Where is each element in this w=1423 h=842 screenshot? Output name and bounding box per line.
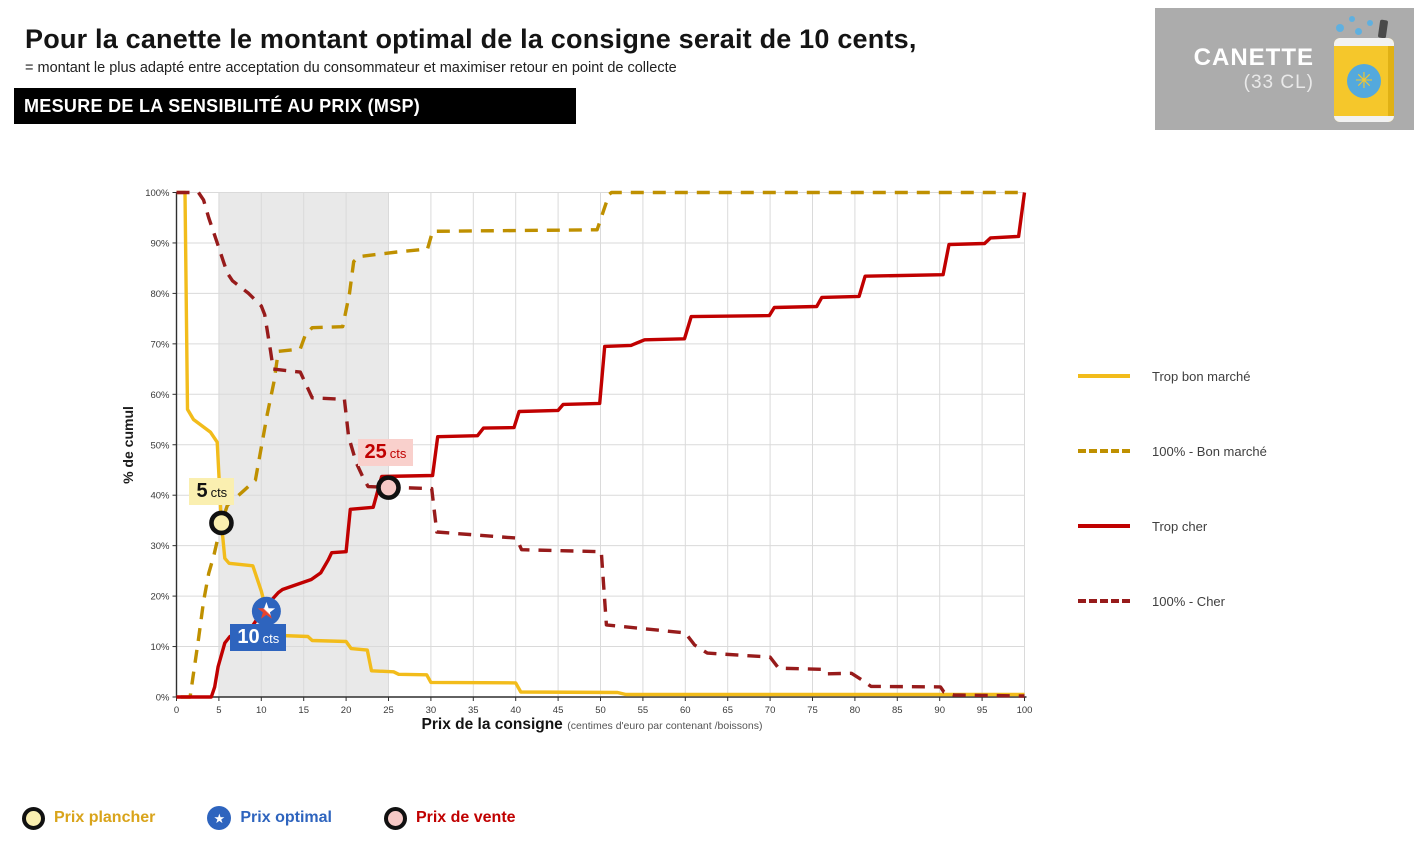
x-axis-title: Prix de la consigne	[421, 716, 563, 733]
legend-label: Trop bon marché	[1152, 368, 1251, 384]
annotation-value: 10	[237, 626, 260, 649]
price-legend-label: Prix optimal	[240, 809, 332, 826]
price-legend-item: Prix plancher	[22, 806, 156, 830]
price-circle-icon	[383, 806, 407, 830]
price-star-icon: ★	[207, 806, 232, 830]
x-tick-label: 15	[298, 705, 309, 716]
legend-dashed-line-icon	[1078, 599, 1130, 603]
marker-star-prix-optimal	[257, 602, 276, 619]
x-tick-label: 35	[468, 705, 479, 716]
x-tick-label: 60	[680, 705, 691, 716]
can-icon: ✳	[1322, 16, 1402, 124]
annotation-unit: cts	[210, 484, 228, 500]
can-bottom	[1334, 116, 1394, 122]
y-tick-label: 60%	[150, 390, 170, 401]
legend-label: 100% - Bon marché	[1152, 443, 1267, 459]
product-size: (33 CL)	[1243, 72, 1314, 93]
series-cent-cher	[176, 190, 1025, 698]
axes: 0 5 10 15 20 25 30 35 40 45 50 55 60 65 70 75 80 85 90 95 10…	[145, 188, 1032, 716]
y-tick-label: 40%	[150, 491, 170, 502]
page-subtitle: = montant le plus adapté entre acceptati…	[25, 60, 677, 76]
legend-label: 100% - Cher	[1152, 593, 1225, 609]
x-tick-label: 65	[722, 705, 733, 716]
x-tick-label: 30	[426, 705, 437, 716]
price-legend-item: ★ Prix optimal	[207, 806, 332, 830]
x-tick-label: 50	[595, 705, 606, 716]
y-tick-label: 70%	[150, 339, 170, 350]
x-tick-label: 0	[174, 705, 179, 716]
psm-chart: 0 5 10 15 20 25 30 35 40 45 50 55 60 65 70 75 80 85 90 95 10…	[145, 188, 1032, 716]
gridlines	[176, 192, 1025, 697]
x-tick-label: 45	[553, 705, 564, 716]
x-tick-label: 80	[850, 705, 861, 716]
annotation-unit: cts	[389, 445, 407, 461]
series-trop-bon-marche	[176, 190, 1025, 697]
y-axis-title: % de cumul	[120, 406, 136, 484]
bubble-icon	[1367, 20, 1373, 26]
x-tick-label: 25	[383, 705, 394, 716]
chart-legend: Trop bon marché 100% - Bon marché Trop che…	[1078, 360, 1408, 660]
y-tick-label: 90%	[150, 238, 170, 249]
y-tick-label: 100%	[145, 188, 170, 199]
x-axis-title-note: (centimes d'euro par contenant /boissons…	[567, 720, 763, 732]
bubble-icon	[1336, 24, 1344, 32]
annotation-prix-optimal: 10 cts	[230, 624, 287, 652]
price-circle-icon	[22, 806, 45, 830]
can-sunburst-icon: ✳	[1347, 64, 1381, 98]
can-tab-icon	[1377, 19, 1389, 39]
page-title: Pour la canette le montant optimal de la…	[25, 24, 917, 54]
x-tick-label: 55	[638, 705, 649, 716]
x-tick-label: 85	[892, 705, 903, 716]
legend-dashed-line-icon	[1078, 449, 1130, 453]
annotation-value: 25	[364, 440, 387, 463]
product-name: CANETTE	[1193, 44, 1314, 71]
x-tick-label: 5	[216, 705, 221, 716]
legend-item: 100% - Bon marché	[1078, 435, 1408, 467]
y-tick-label: 20%	[150, 592, 170, 603]
section-banner: MESURE DE LA SENSIBILITÉ AU PRIX (MSP)	[14, 88, 576, 124]
annotation-prix-de-vente: 25 cts	[357, 438, 414, 466]
x-tick-label: 75	[807, 705, 818, 716]
bubble-icon	[1349, 16, 1355, 22]
price-legend-label: Prix plancher	[54, 809, 156, 826]
price-legend-item: Prix de vente	[383, 806, 516, 830]
legend-label: Trop cher	[1152, 518, 1208, 534]
x-tick-label: 100	[1017, 705, 1033, 716]
marker-prix-de-vente	[376, 475, 401, 500]
annotation-value: 5	[196, 479, 208, 502]
x-tick-label: 40	[510, 705, 521, 716]
can-top	[1334, 38, 1394, 46]
legend-item: Trop cher	[1078, 510, 1408, 542]
x-tick-label: 90	[934, 705, 945, 716]
y-tick-label: 50%	[150, 440, 170, 451]
annotation-unit: cts	[262, 631, 280, 647]
legend-item: Trop bon marché	[1078, 360, 1408, 392]
legend-solid-line-icon	[1078, 524, 1130, 528]
x-tick-label: 95	[977, 705, 988, 716]
y-tick-label: 0%	[156, 693, 170, 704]
price-legend-label: Prix de vente	[415, 809, 516, 826]
x-tick-label: 20	[341, 705, 352, 716]
price-markers	[209, 475, 401, 626]
y-tick-label: 10%	[150, 642, 170, 653]
x-tick-label: 10	[256, 705, 267, 716]
product-card: CANETTE (33 CL) ✳	[1155, 8, 1414, 130]
legend-item: 100% - Cher	[1078, 585, 1408, 617]
x-tick-label: 70	[765, 705, 776, 716]
marker-prix-plancher	[209, 510, 234, 536]
series-cent-bon-marche	[180, 190, 1025, 699]
y-tick-label: 80%	[150, 289, 170, 300]
x-axis-title-wrap: Prix de la consigne (centimes d'euro par…	[292, 716, 892, 734]
annotation-prix-plancher: 5 cts	[189, 477, 235, 505]
bubble-icon	[1355, 28, 1362, 35]
price-marker-legend: Prix plancher ★ Prix optimal Prix de vente	[22, 806, 568, 830]
legend-solid-line-icon	[1078, 374, 1130, 378]
y-tick-label: 30%	[150, 541, 170, 552]
